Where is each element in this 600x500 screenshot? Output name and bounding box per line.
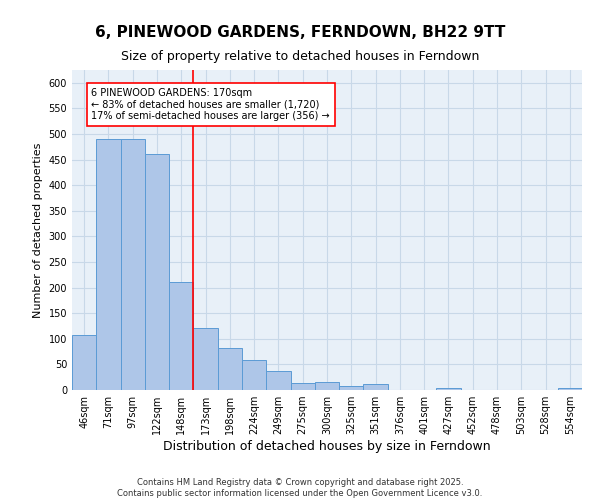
Bar	[266, 370, 290, 390]
Bar	[436, 388, 461, 390]
Bar	[169, 282, 193, 390]
Bar	[218, 348, 242, 390]
Bar	[315, 382, 339, 390]
X-axis label: Distribution of detached houses by size in Ferndown: Distribution of detached houses by size …	[163, 440, 491, 453]
Text: 6 PINEWOOD GARDENS: 170sqm
← 83% of detached houses are smaller (1,720)
17% of s: 6 PINEWOOD GARDENS: 170sqm ← 83% of deta…	[91, 88, 330, 121]
Bar	[121, 139, 145, 390]
Bar	[72, 335, 96, 390]
Bar	[193, 328, 218, 390]
Bar	[290, 383, 315, 390]
Y-axis label: Number of detached properties: Number of detached properties	[33, 142, 43, 318]
Bar	[96, 139, 121, 390]
Text: 6, PINEWOOD GARDENS, FERNDOWN, BH22 9TT: 6, PINEWOOD GARDENS, FERNDOWN, BH22 9TT	[95, 25, 505, 40]
Text: Size of property relative to detached houses in Ferndown: Size of property relative to detached ho…	[121, 50, 479, 63]
Text: Contains HM Land Registry data © Crown copyright and database right 2025.
Contai: Contains HM Land Registry data © Crown c…	[118, 478, 482, 498]
Bar	[145, 154, 169, 390]
Bar	[558, 388, 582, 390]
Bar	[339, 386, 364, 390]
Bar	[242, 360, 266, 390]
Bar	[364, 384, 388, 390]
